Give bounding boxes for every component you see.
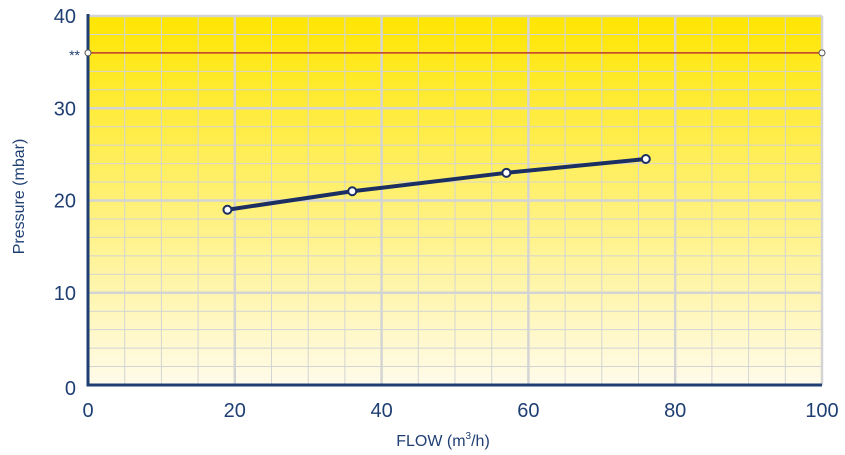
data-point [501, 167, 512, 178]
x-tick-label: 100 [805, 400, 838, 422]
data-point [640, 153, 651, 164]
x-axis-label: FLOW (m3/h) [396, 431, 490, 450]
axes [86, 14, 822, 387]
y-tick-label: 20 [54, 191, 76, 213]
reference-line-group: ** [69, 47, 826, 63]
labels: 0 20 40 60 80 100 0 10 20 30 40 [54, 6, 839, 422]
y-tick-label: 30 [54, 98, 76, 120]
data-point [347, 186, 358, 197]
x-tick-label: 20 [224, 400, 246, 422]
x-tick-label: 0 [82, 400, 93, 422]
y-tick-label: 40 [54, 6, 76, 28]
y-tick-label: 10 [54, 283, 76, 305]
reference-line-label: ** [69, 47, 80, 63]
grid [86, 14, 824, 387]
reference-marker-start [84, 49, 92, 57]
data-point [222, 204, 233, 215]
reference-marker-end [818, 49, 826, 57]
x-tick-label: 40 [370, 400, 392, 422]
series-group [222, 153, 651, 215]
x-tick-label: 80 [664, 400, 686, 422]
series-line [225, 156, 648, 212]
y-tick-label: 0 [65, 378, 76, 400]
y-axis-label: Pressure (mbar) [11, 139, 28, 255]
x-tick-label: 60 [517, 400, 539, 422]
